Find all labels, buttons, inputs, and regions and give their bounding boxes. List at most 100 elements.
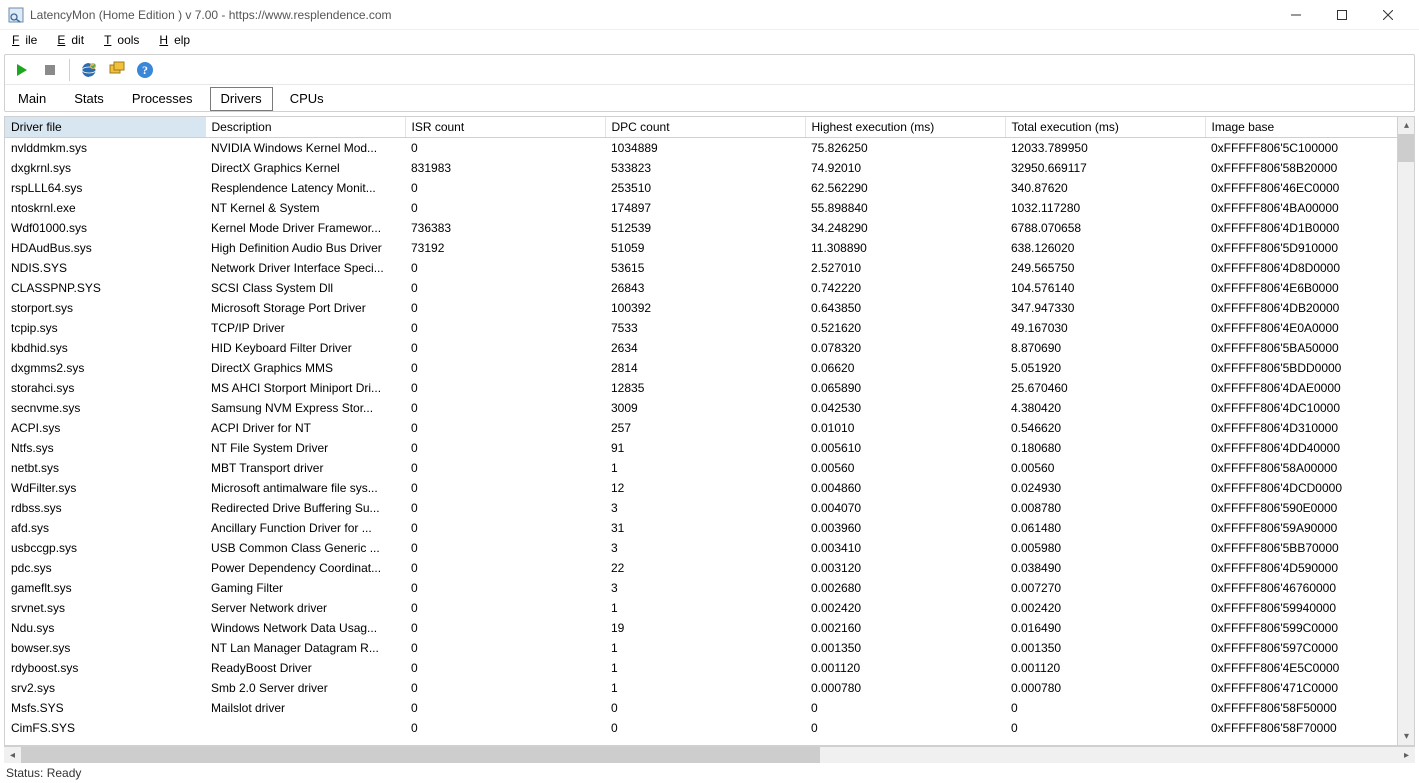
table-cell: ntoskrnl.exe xyxy=(5,198,205,218)
table-row[interactable]: ACPI.sysACPI Driver for NT02570.010100.5… xyxy=(5,418,1397,438)
table-cell: 0xFFFFF806'58A00000 xyxy=(1205,458,1397,478)
help-icon[interactable]: ? xyxy=(132,57,158,83)
table-row[interactable]: dxgkrnl.sysDirectX Graphics Kernel831983… xyxy=(5,158,1397,178)
column-header[interactable]: ISR count xyxy=(405,117,605,138)
menu-file[interactable]: File xyxy=(6,31,49,49)
scroll-right-icon[interactable]: ▸ xyxy=(1398,747,1415,764)
table-cell: storport.sys xyxy=(5,298,205,318)
table-row[interactable]: gameflt.sysGaming Filter030.0026800.0072… xyxy=(5,578,1397,598)
table-row[interactable]: nvlddmkm.sysNVIDIA Windows Kernel Mod...… xyxy=(5,138,1397,158)
hscroll-thumb[interactable] xyxy=(21,747,820,763)
table-row[interactable]: NDIS.SYSNetwork Driver Interface Speci..… xyxy=(5,258,1397,278)
vertical-scrollbar[interactable]: ▴ ▾ xyxy=(1397,117,1414,745)
table-row[interactable]: kbdhid.sysHID Keyboard Filter Driver0263… xyxy=(5,338,1397,358)
table-row[interactable]: CimFS.SYS00000xFFFFF806'58F70000 xyxy=(5,718,1397,738)
column-header[interactable]: Highest execution (ms) xyxy=(805,117,1005,138)
menu-edit[interactable]: Edit xyxy=(51,31,96,49)
column-header[interactable]: Image base xyxy=(1205,117,1397,138)
table-cell: HDAudBus.sys xyxy=(5,238,205,258)
table-cell: Ndu.sys xyxy=(5,618,205,638)
table-cell: 22 xyxy=(605,558,805,578)
table-row[interactable]: Wdf01000.sysKernel Mode Driver Framewor.… xyxy=(5,218,1397,238)
globe-icon[interactable] xyxy=(76,57,102,83)
table-cell: DirectX Graphics MMS xyxy=(205,358,405,378)
toolbar-container: ? Main Stats Processes Drivers CPUs xyxy=(4,54,1415,112)
table-row[interactable]: usbccgp.sysUSB Common Class Generic ...0… xyxy=(5,538,1397,558)
table-row[interactable]: Ntfs.sysNT File System Driver0910.005610… xyxy=(5,438,1397,458)
table-row[interactable]: rdyboost.sysReadyBoost Driver010.0011200… xyxy=(5,658,1397,678)
status-bar: Status: Ready xyxy=(0,763,1419,783)
table-cell: MBT Transport driver xyxy=(205,458,405,478)
table-cell: 1 xyxy=(605,678,805,698)
svg-text:?: ? xyxy=(142,63,148,77)
tab-processes[interactable]: Processes xyxy=(121,87,204,111)
scroll-left-icon[interactable]: ◂ xyxy=(4,747,21,764)
table-cell: 0 xyxy=(405,418,605,438)
table-row[interactable]: rdbss.sysRedirected Drive Buffering Su..… xyxy=(5,498,1397,518)
table-cell: 0 xyxy=(405,618,605,638)
table-cell: 73192 xyxy=(405,238,605,258)
table-row[interactable]: WdFilter.sysMicrosoft antimalware file s… xyxy=(5,478,1397,498)
table-cell: 12 xyxy=(605,478,805,498)
vscroll-thumb[interactable] xyxy=(1398,134,1414,162)
maximize-button[interactable] xyxy=(1319,0,1365,30)
table-row[interactable]: netbt.sysMBT Transport driver010.005600.… xyxy=(5,458,1397,478)
tabs-bar: Main Stats Processes Drivers CPUs xyxy=(5,85,1414,111)
table-row[interactable]: dxgmms2.sysDirectX Graphics MMS028140.06… xyxy=(5,358,1397,378)
column-header[interactable]: DPC count xyxy=(605,117,805,138)
table-cell: 0 xyxy=(605,698,805,718)
column-header[interactable]: Total execution (ms) xyxy=(1005,117,1205,138)
table-cell: 249.565750 xyxy=(1005,258,1205,278)
table-row[interactable]: Msfs.SYSMailslot driver00000xFFFFF806'58… xyxy=(5,698,1397,718)
table-row[interactable]: bowser.sysNT Lan Manager Datagram R...01… xyxy=(5,638,1397,658)
windows-icon[interactable] xyxy=(104,57,130,83)
close-button[interactable] xyxy=(1365,0,1411,30)
table-cell: 736383 xyxy=(405,218,605,238)
table-row[interactable]: storport.sysMicrosoft Storage Port Drive… xyxy=(5,298,1397,318)
table-row[interactable]: HDAudBus.sysHigh Definition Audio Bus Dr… xyxy=(5,238,1397,258)
scroll-up-icon[interactable]: ▴ xyxy=(1398,117,1415,134)
table-cell: 0.016490 xyxy=(1005,618,1205,638)
drivers-table[interactable]: Driver fileDescriptionISR countDPC count… xyxy=(5,117,1397,738)
table-cell: 4.380420 xyxy=(1005,398,1205,418)
table-cell: 0.01010 xyxy=(805,418,1005,438)
stop-button[interactable] xyxy=(37,57,63,83)
table-cell: Power Dependency Coordinat... xyxy=(205,558,405,578)
table-cell: 0xFFFFF806'4DCD0000 xyxy=(1205,478,1397,498)
table-row[interactable]: srvnet.sysServer Network driver010.00242… xyxy=(5,598,1397,618)
play-button[interactable] xyxy=(9,57,35,83)
table-cell: 0.002420 xyxy=(805,598,1005,618)
table-row[interactable]: Ndu.sysWindows Network Data Usag...0190.… xyxy=(5,618,1397,638)
column-header[interactable]: Driver file xyxy=(5,117,205,138)
table-row[interactable]: ntoskrnl.exeNT Kernel & System017489755.… xyxy=(5,198,1397,218)
table-row[interactable]: CLASSPNP.SYSSCSI Class System Dll0268430… xyxy=(5,278,1397,298)
table-row[interactable]: storahci.sysMS AHCI Storport Miniport Dr… xyxy=(5,378,1397,398)
table-cell: Msfs.SYS xyxy=(5,698,205,718)
column-header[interactable]: Description xyxy=(205,117,405,138)
table-cell: 0 xyxy=(405,258,605,278)
table-row[interactable]: pdc.sysPower Dependency Coordinat...0220… xyxy=(5,558,1397,578)
table-cell: 0.002420 xyxy=(1005,598,1205,618)
table-header[interactable]: Driver fileDescriptionISR countDPC count… xyxy=(5,117,1397,138)
table-row[interactable]: srv2.sysSmb 2.0 Server driver010.0007800… xyxy=(5,678,1397,698)
table-row[interactable]: secnvme.sysSamsung NVM Express Stor...03… xyxy=(5,398,1397,418)
table-cell: 512539 xyxy=(605,218,805,238)
tab-main[interactable]: Main xyxy=(7,87,57,111)
scroll-down-icon[interactable]: ▾ xyxy=(1398,728,1415,745)
minimize-button[interactable] xyxy=(1273,0,1319,30)
table-row[interactable]: tcpip.sysTCP/IP Driver075330.52162049.16… xyxy=(5,318,1397,338)
horizontal-scrollbar[interactable]: ◂ ▸ xyxy=(4,746,1415,763)
tab-cpus[interactable]: CPUs xyxy=(279,87,335,111)
menu-tools[interactable]: Tools xyxy=(98,31,151,49)
table-cell: 0xFFFFF806'4E5C0000 xyxy=(1205,658,1397,678)
menu-help[interactable]: Help xyxy=(153,31,202,49)
table-row[interactable]: rspLLL64.sysResplendence Latency Monit..… xyxy=(5,178,1397,198)
table-cell: secnvme.sys xyxy=(5,398,205,418)
table-cell: 0xFFFFF806'597C0000 xyxy=(1205,638,1397,658)
table-cell: 0 xyxy=(405,658,605,678)
table-cell: 0xFFFFF806'4DB20000 xyxy=(1205,298,1397,318)
tab-stats[interactable]: Stats xyxy=(63,87,115,111)
table-row[interactable]: afd.sysAncillary Function Driver for ...… xyxy=(5,518,1397,538)
tab-drivers[interactable]: Drivers xyxy=(210,87,273,111)
table-cell: nvlddmkm.sys xyxy=(5,138,205,158)
